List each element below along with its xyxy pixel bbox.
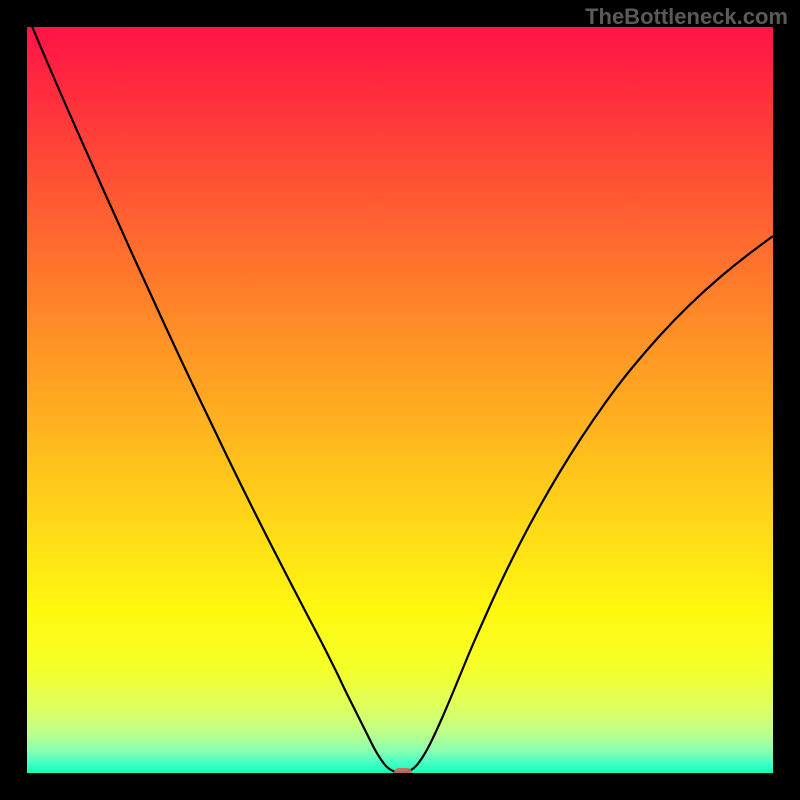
- chart-container: TheBottleneck.com: [0, 0, 800, 800]
- bottleneck-chart: [0, 0, 800, 800]
- watermark-text: TheBottleneck.com: [585, 4, 788, 30]
- plot-background: [27, 27, 773, 773]
